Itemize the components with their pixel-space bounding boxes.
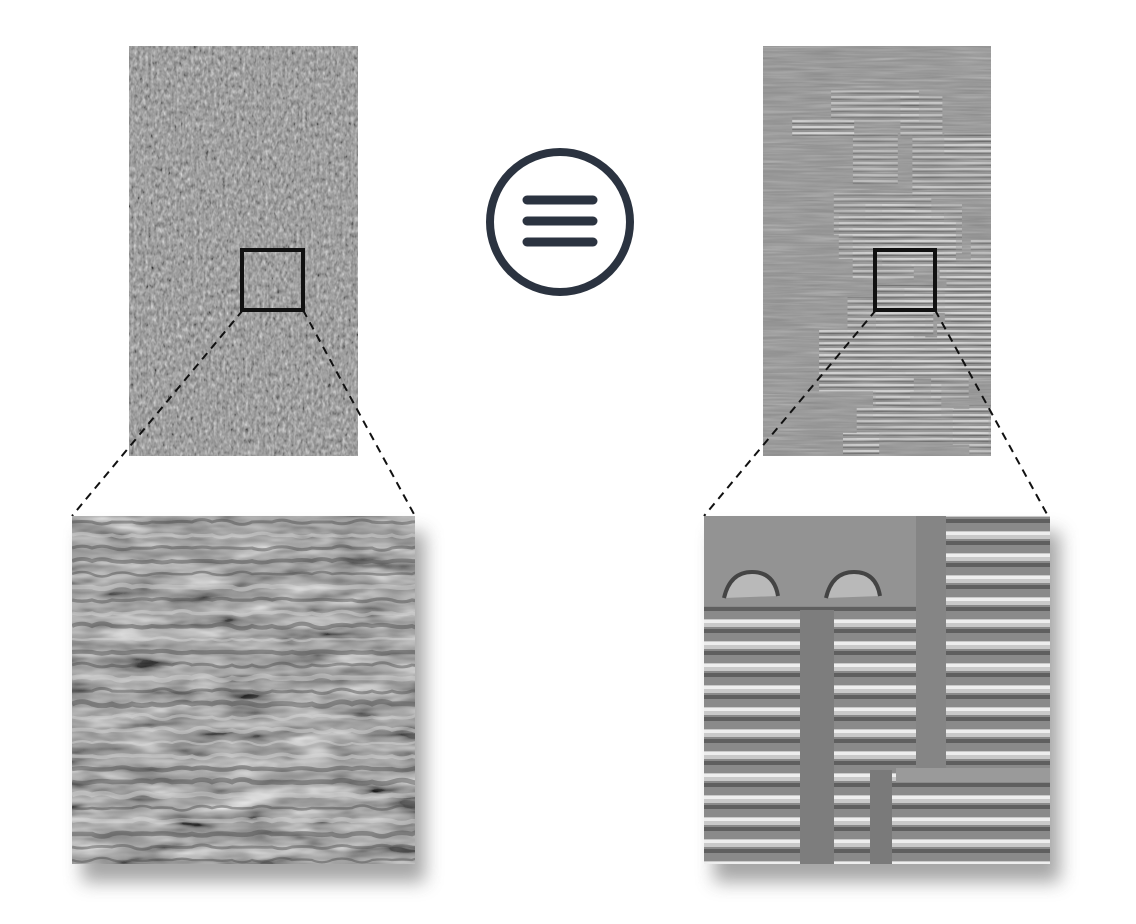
groove-3 [870,770,892,864]
wave-ripple [72,777,415,786]
lower-edge [896,768,1050,782]
wave-ripple [72,816,415,826]
wave-ripple [72,596,415,604]
connector-right-a [703,309,877,517]
wave-ripple [72,557,415,565]
connector-left-b [302,309,416,517]
bump-1 [722,569,780,599]
wave-ripples [72,518,415,864]
right-zoom-region-frame [873,248,937,312]
wave-ripple [72,713,415,721]
wave-ripple [72,648,415,656]
wave-ripple [72,725,415,735]
equivalence-icon [486,148,634,296]
left-zoom-image [72,516,415,864]
groove-1 [800,610,834,864]
wave-ripple [72,790,415,800]
wave-ripple [72,582,415,592]
wave-ripple [72,856,415,864]
wave-ripple [72,804,415,812]
wave-ripple [72,752,415,761]
wave-ripple [72,636,415,643]
right-zoom-image [704,516,1050,864]
wave-ripple [72,661,415,669]
left-zoom-region-frame [240,248,305,312]
connector-right-b [934,309,1049,517]
wave-ripple [72,673,415,683]
wave-ripple [72,829,415,839]
bump-2 [824,569,882,599]
right-overview-image [763,46,991,456]
groove-2 [916,516,946,776]
wave-ripple [72,531,415,539]
wave-ripple [72,544,415,552]
zoom-connectors [71,309,1049,517]
wave-ripple [72,843,415,851]
wave-ripple [72,609,415,617]
wave-ripple [72,518,415,526]
wave-ripple [72,765,415,773]
wave-ripple [72,687,415,695]
wave-ripple [72,621,415,631]
wave-ripple [72,570,415,578]
wave-ripple [72,739,415,747]
connector-left-a [71,309,244,517]
wave-ripple [72,699,415,709]
lower-terrace [896,780,1050,864]
